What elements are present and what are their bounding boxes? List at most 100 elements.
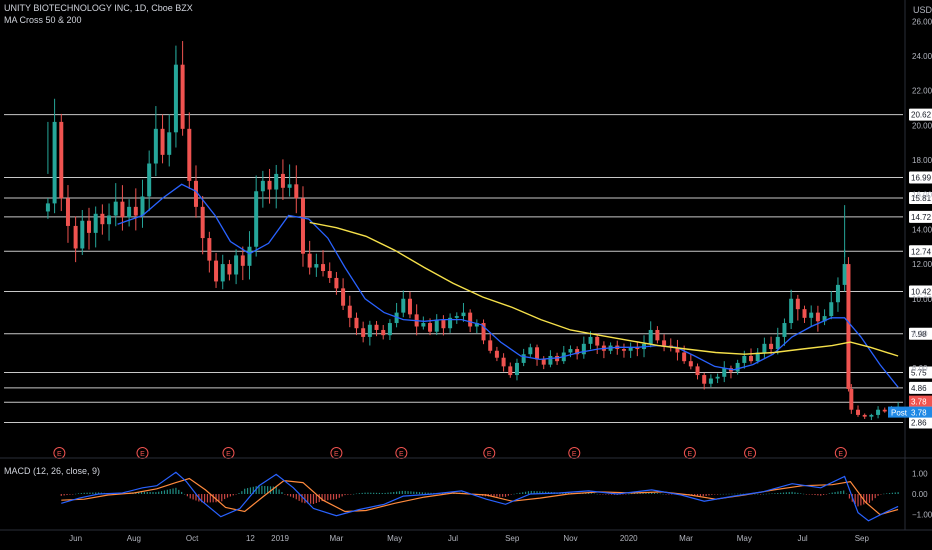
macd-histogram-bar (318, 494, 320, 503)
macd-histogram-bar (289, 494, 292, 497)
candle-body (401, 298, 406, 313)
macd-histogram-bar (828, 493, 830, 494)
candle-body (846, 264, 851, 389)
macd-histogram-bar (375, 492, 378, 494)
candle-body (200, 206, 205, 239)
macd-histogram-bar (327, 494, 329, 501)
macd-histogram-bar (716, 494, 719, 495)
earnings-marker-label: E (572, 451, 577, 458)
macd-histogram-bar (155, 492, 157, 494)
macd-histogram-bar (742, 493, 744, 495)
candle-body (882, 409, 887, 412)
macd-histogram-bar (762, 493, 765, 495)
time-tick-label: Sep (855, 534, 870, 543)
macd-histogram-bar (347, 494, 349, 495)
macd-histogram-bar (636, 493, 638, 494)
candle-body (80, 220, 85, 249)
time-tick-label: 2019 (271, 534, 289, 543)
macd-histogram-bar (381, 492, 383, 494)
macd-histogram-bar (427, 492, 429, 494)
macd-histogram-bar (524, 491, 527, 494)
candle-body (514, 362, 519, 376)
price-tick-label: 16.00 (912, 191, 932, 200)
macd-histogram-bar (788, 492, 790, 494)
candle-body (621, 349, 626, 351)
symbol-title: UNITY BIOTECHNOLOGY INC, 1D, Cboe BZX (4, 3, 193, 13)
macd-histogram-bar (264, 485, 266, 494)
candle-body (749, 355, 754, 362)
candle-body (742, 355, 747, 363)
macd-histogram-bar (814, 494, 816, 496)
macd-histogram-bar (877, 494, 879, 496)
macd-histogram-bar (874, 494, 876, 499)
macd-line (61, 471, 899, 522)
macd-histogram-bar (854, 494, 856, 505)
candle-body (274, 173, 279, 190)
candle-body (762, 343, 767, 353)
macd-histogram-bar (344, 494, 346, 496)
candle-body (835, 284, 840, 303)
macd-histogram-bar (166, 489, 168, 494)
time-tick-label: Aug (127, 534, 141, 543)
macd-histogram-bar (656, 493, 658, 494)
candle-body (468, 312, 473, 327)
candle-body (347, 305, 352, 318)
earnings-marker-label: E (57, 451, 62, 458)
macd-histogram-bar (510, 494, 512, 495)
macd-histogram-bar (72, 494, 74, 495)
time-tick-label: Mar (679, 534, 693, 543)
macd-histogram-bar (189, 494, 191, 499)
macd-histogram-bar (588, 492, 590, 494)
macd-histogram-bar (301, 494, 303, 503)
macd-histogram-bar (499, 494, 501, 497)
macd-histogram-bar (83, 492, 85, 494)
macd-histogram-bar (63, 494, 65, 496)
macd-histogram-bar (80, 493, 82, 494)
price-tick-label: 6.00 (912, 364, 928, 373)
macd-histogram-bar (186, 494, 188, 497)
macd-histogram-bar (244, 488, 246, 494)
candle-body (588, 336, 593, 344)
macd-histogram-bar (817, 494, 819, 496)
earnings-marker-label: E (334, 451, 339, 458)
macd-histogram-bar (628, 493, 630, 495)
candle-body (775, 336, 780, 350)
level-label: 14.72 (911, 213, 932, 222)
candle-body (575, 349, 580, 355)
macd-histogram-bar (662, 493, 664, 495)
macd-histogram-bar (800, 493, 802, 494)
level-label: 4.86 (911, 384, 927, 393)
macd-histogram-bar (181, 491, 183, 494)
macd-histogram-bar (201, 494, 203, 503)
macd-histogram-bar (768, 493, 770, 495)
candle-body (662, 340, 667, 346)
macd-histogram-bar (608, 494, 610, 495)
macd-histogram-bar (613, 494, 616, 495)
macd-histogram-bar (722, 493, 724, 495)
macd-histogram-bar (668, 494, 670, 495)
macd-histogram-bar (430, 492, 432, 494)
candle-body (862, 414, 867, 417)
macd-histogram-bar (848, 494, 851, 499)
candle-body (294, 184, 299, 199)
macd-histogram-bar (221, 494, 223, 502)
candle-body (849, 388, 854, 410)
time-tick-label: May (387, 534, 402, 543)
level-label: 5.75 (911, 368, 927, 377)
macd-histogram-bar (651, 492, 653, 494)
macd-histogram-bar (284, 494, 286, 495)
macd-histogram-bar (696, 494, 699, 496)
macd-histogram-bar (355, 493, 358, 495)
macd-histogram-bar (86, 492, 88, 494)
macd-histogram-bar (774, 493, 776, 494)
time-tick-label: 2020 (620, 534, 638, 543)
macd-histogram-bar (424, 492, 426, 494)
macd-histogram-bar (95, 492, 97, 494)
macd-histogram-bar (370, 492, 372, 494)
macd-histogram-bar (530, 490, 532, 494)
macd-histogram-bar (292, 494, 295, 498)
macd-histogram-bar (229, 494, 231, 497)
macd-histogram-bar (490, 494, 492, 497)
macd-histogram-bar (315, 494, 317, 504)
